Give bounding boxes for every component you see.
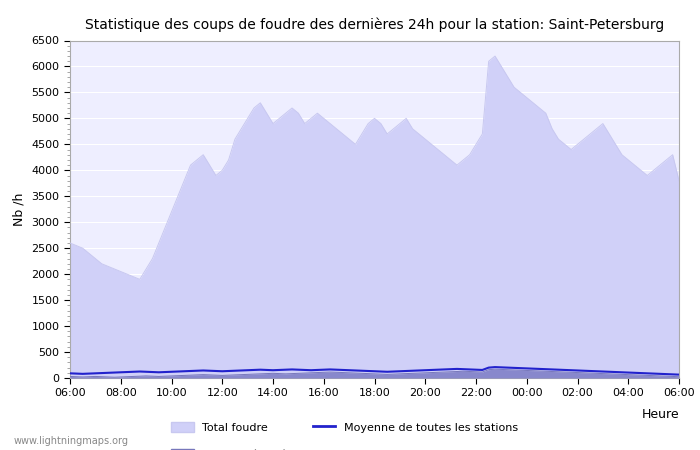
Text: www.lightningmaps.org: www.lightningmaps.org xyxy=(14,436,129,446)
Text: Heure: Heure xyxy=(641,409,679,421)
Y-axis label: Nb /h: Nb /h xyxy=(13,193,26,226)
Legend: Foudre détectée par Saint-Petersburg: Foudre détectée par Saint-Petersburg xyxy=(167,444,416,450)
Title: Statistique des coups de foudre des dernières 24h pour la station: Saint-Petersb: Statistique des coups de foudre des dern… xyxy=(85,18,664,32)
